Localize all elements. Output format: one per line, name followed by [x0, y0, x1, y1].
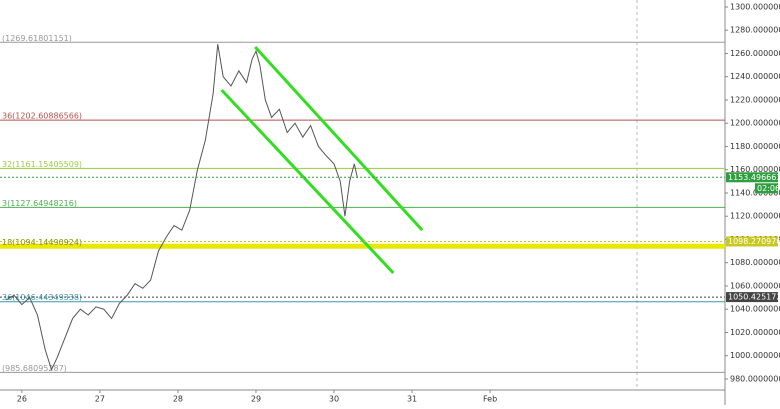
price-tag-label: 1153.49666382 — [728, 173, 780, 182]
price-tag: 1153.49666382 02:06 — [726, 172, 780, 194]
price-tag-label: 1050.42517219 — [728, 293, 780, 302]
y-tick-label: 1120.00000000 — [730, 212, 780, 221]
price-tag-box — [726, 172, 778, 183]
x-tick-label: 26 — [17, 395, 27, 404]
time-tag-box — [755, 183, 778, 194]
x-tick-label: 27 — [95, 395, 105, 404]
y-tick-label: 980.00000000 — [730, 374, 780, 383]
channel-line — [220, 88, 395, 274]
y-tick-label: 1020.00000000 — [730, 328, 780, 337]
y-tick-label: 1160.00000000 — [730, 165, 780, 174]
y-tick-label: 1280.00000000 — [730, 26, 780, 35]
y-tick-label: 1260.00000000 — [730, 49, 780, 58]
y-tick-label: 1060.00000000 — [730, 281, 780, 290]
fib-level-label: (985.68095287) — [2, 364, 67, 373]
y-tick-label: 1200.00000000 — [730, 119, 780, 128]
price-line — [5, 44, 358, 372]
price-tag-box — [726, 236, 778, 247]
x-tick-label: 31 — [407, 395, 417, 404]
y-tick-label: 1080.00000000 — [730, 258, 780, 267]
y-tick-label: 1040.00000000 — [730, 305, 780, 314]
x-tick-label: 30 — [329, 395, 339, 404]
fib-level-label: 3(1127.64948216) — [2, 199, 77, 208]
y-tick-label: 1220.00000000 — [730, 95, 780, 104]
y-tick-label: 1180.00000000 — [730, 142, 780, 151]
time-tag-label: 02:06 — [757, 184, 780, 193]
price-tag-box — [726, 292, 778, 303]
y-tick-label: 1300.00000000 — [730, 2, 780, 11]
price-tag: 1098.27097680 — [726, 236, 780, 247]
x-tick-label: 28 — [173, 395, 183, 404]
y-tick-label: 1240.00000000 — [730, 72, 780, 81]
fib-level-label: 36(1046.44349338) — [2, 293, 82, 302]
price-tag-label: 1098.27097680 — [728, 237, 780, 246]
fib-level-label: 32(1161.15405509) — [2, 160, 82, 169]
price-tag: 1050.42517219 — [726, 292, 780, 303]
fib-level-label: 36(1202.60886566) — [2, 112, 82, 121]
fib-level-label: 18(1094.14490924) — [2, 238, 82, 247]
y-tick-label: 1000.00000000 — [730, 351, 780, 360]
channel-line — [254, 45, 424, 232]
x-tick-label: 29 — [251, 395, 261, 404]
x-tick-label: Feb — [483, 395, 497, 404]
fib-level-label: (1269.61801151) — [2, 34, 72, 43]
